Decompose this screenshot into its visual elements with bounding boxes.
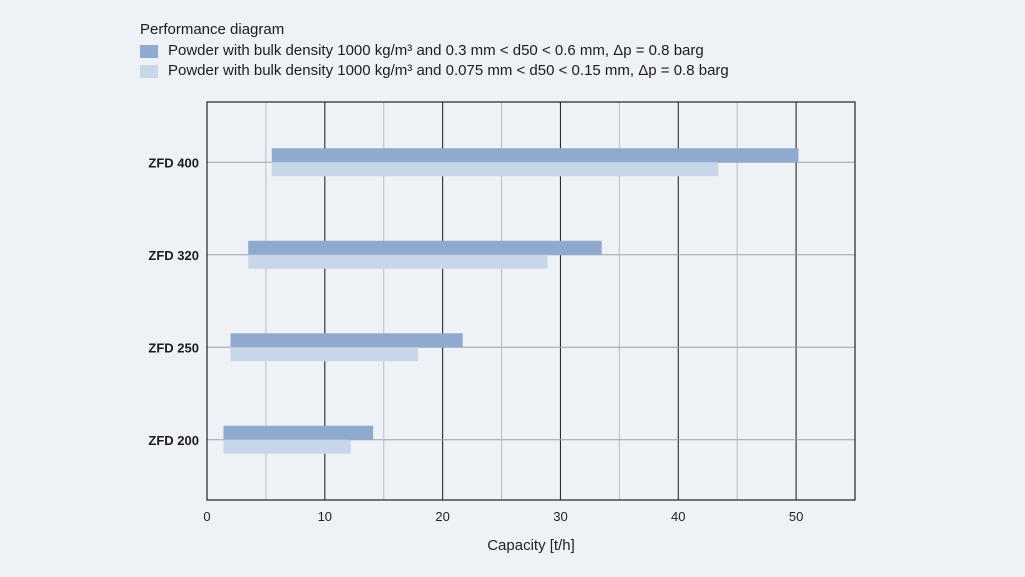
y-category-labels: ZFD 400 ZFD 320 ZFD 250 ZFD 200 bbox=[148, 155, 199, 448]
category-label: ZFD 400 bbox=[148, 155, 199, 170]
chart-title: Performance diagram bbox=[140, 21, 285, 38]
legend-label-fine: Powder with bulk density 1000 kg/m³ and … bbox=[168, 62, 729, 79]
legend-item-fine: Powder with bulk density 1000 kg/m³ and … bbox=[140, 61, 729, 81]
bar-zfd-200-series-2 bbox=[223, 439, 351, 454]
x-tick-label: 40 bbox=[671, 509, 685, 524]
x-tick-label: 50 bbox=[789, 509, 803, 524]
category-label: ZFD 320 bbox=[148, 248, 199, 263]
bar-zfd-400-series-1 bbox=[271, 148, 799, 163]
chart-legend: Performance diagram Powder with bulk den… bbox=[140, 20, 729, 81]
x-tick-label: 0 bbox=[203, 509, 210, 524]
category-label: ZFD 200 bbox=[148, 433, 199, 448]
plot-frame bbox=[206, 101, 856, 501]
legend-label-coarse: Powder with bulk density 1000 kg/m³ and … bbox=[168, 42, 704, 59]
bar-zfd-400-series-2 bbox=[271, 162, 719, 177]
bars bbox=[223, 148, 799, 454]
x-tick-label: 10 bbox=[318, 509, 332, 524]
category-label: ZFD 250 bbox=[148, 340, 199, 355]
x-tick-labels: 0 10 20 30 40 50 bbox=[203, 509, 803, 524]
x-tick-label: 30 bbox=[553, 509, 567, 524]
bar-zfd-200-series-1 bbox=[223, 425, 374, 440]
legend-swatch-coarse bbox=[140, 44, 158, 58]
legend-item-coarse: Powder with bulk density 1000 kg/m³ and … bbox=[140, 41, 729, 61]
bar-zfd-250-series-1 bbox=[230, 333, 463, 348]
legend-swatch-fine bbox=[140, 64, 158, 78]
bar-zfd-320-series-1 bbox=[248, 240, 602, 255]
bar-zfd-250-series-2 bbox=[230, 347, 418, 362]
x-tick-label: 20 bbox=[435, 509, 449, 524]
bar-zfd-320-series-2 bbox=[248, 254, 548, 269]
x-axis-label: Capacity [t/h] bbox=[487, 537, 575, 554]
